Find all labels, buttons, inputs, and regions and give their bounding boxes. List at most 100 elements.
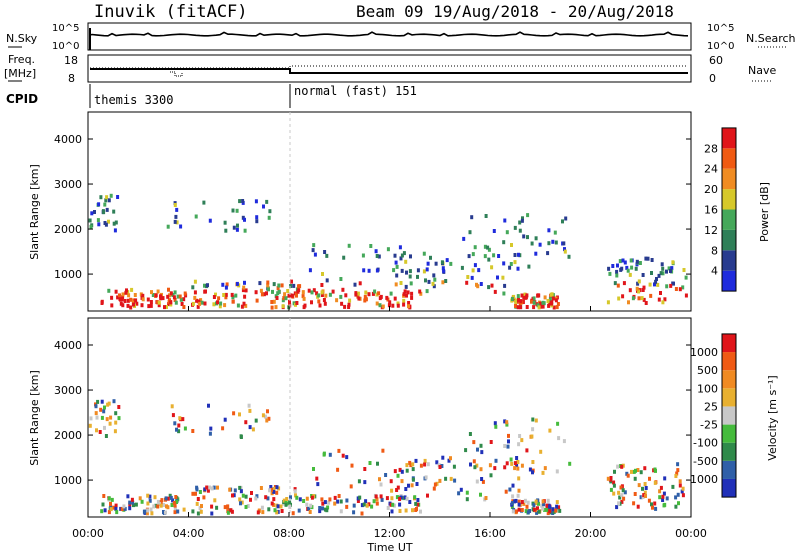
- echo-cell: [402, 302, 406, 307]
- echo-cell: [239, 434, 243, 439]
- colorbar-segment: [722, 148, 736, 169]
- echo-cell: [290, 279, 293, 284]
- echo-cell: [107, 288, 111, 293]
- echo-cell: [400, 469, 404, 474]
- xtick-label: 20:00: [575, 527, 607, 540]
- colorbar-segment: [722, 229, 736, 251]
- echo-cell: [121, 292, 125, 297]
- echo-cell: [659, 271, 663, 276]
- echo-cell: [541, 300, 545, 305]
- echo-cell: [198, 301, 202, 306]
- echo-cell: [486, 245, 490, 250]
- echo-cell: [468, 230, 472, 235]
- echo-cell: [159, 500, 163, 505]
- echo-cell: [432, 273, 436, 278]
- echo-cell: [551, 296, 555, 301]
- echo-cell: [238, 199, 242, 204]
- echo-cell: [505, 422, 509, 427]
- echo-cell: [283, 292, 287, 297]
- echo-cell: [89, 416, 93, 421]
- echo-cell: [480, 450, 484, 455]
- echo-cell: [324, 293, 328, 298]
- echo-cell: [642, 285, 646, 290]
- echo-cell: [411, 508, 414, 513]
- echo-cell: [390, 509, 394, 514]
- echo-cell: [103, 508, 107, 513]
- echo-cell: [408, 500, 412, 504]
- echo-cell: [510, 461, 514, 466]
- echo-cell: [101, 502, 105, 507]
- echo-cell: [531, 427, 535, 432]
- echo-cell: [379, 494, 383, 499]
- echo-cell: [149, 303, 153, 308]
- echo-cell: [394, 282, 398, 287]
- echo-cell: [513, 461, 517, 466]
- echo-cell: [416, 502, 420, 507]
- echo-cell: [363, 480, 367, 485]
- echo-cell: [172, 501, 176, 505]
- echo-cell: [103, 425, 106, 430]
- colorbar-tick-label: 100: [697, 382, 718, 395]
- echo-cell: [140, 499, 144, 504]
- echo-cell: [240, 304, 244, 309]
- echo-cell: [535, 510, 539, 515]
- echo-cell: [546, 251, 550, 256]
- echo-cell: [627, 300, 630, 305]
- colorbar-tick-label: -100: [693, 437, 718, 450]
- echo-cell: [198, 506, 202, 511]
- echo-cell: [617, 296, 621, 301]
- echo-cell: [303, 303, 307, 308]
- echo-cell: [556, 421, 560, 426]
- echo-cell: [682, 268, 686, 272]
- echo-cell: [429, 255, 432, 260]
- echo-cell: [223, 303, 227, 308]
- echo-cell: [128, 506, 132, 511]
- echo-cell: [233, 488, 237, 493]
- echo-cell: [232, 493, 236, 498]
- echo-cell: [170, 503, 174, 507]
- echo-cell: [548, 509, 552, 514]
- echo-cell: [402, 298, 406, 303]
- echo-cell: [166, 496, 170, 501]
- echo-cell: [128, 500, 132, 505]
- echo-cell: [125, 288, 128, 293]
- echo-cell: [166, 294, 170, 299]
- echo-cell: [537, 509, 541, 514]
- freq-dip-trace: [170, 71, 183, 77]
- echo-cell: [199, 298, 203, 303]
- echo-cell: [389, 479, 393, 484]
- echo-cell: [541, 499, 545, 504]
- echo-cell: [503, 283, 507, 288]
- echo-cell: [198, 490, 202, 494]
- echo-cell: [241, 199, 245, 203]
- echo-cell: [554, 298, 558, 303]
- echo-cell: [400, 479, 404, 484]
- nsky-panel: N.Sky 10^5 10^0 10^5 10^0 N.Search: [6, 22, 796, 52]
- echo-cell: [633, 476, 637, 481]
- echo-cell: [657, 273, 661, 278]
- echo-cell: [272, 487, 276, 491]
- echo-cell: [276, 504, 280, 509]
- echo-cell: [509, 262, 513, 266]
- echo-cell: [644, 494, 647, 498]
- echo-cell: [254, 496, 258, 501]
- echo-cell: [405, 270, 408, 275]
- echo-cell: [365, 503, 369, 508]
- echo-cell: [88, 218, 92, 223]
- echo-cell: [191, 429, 195, 433]
- echo-cell: [618, 495, 622, 500]
- echo-cell: [663, 502, 667, 507]
- echo-cell: [494, 458, 498, 463]
- echo-cell: [148, 498, 152, 503]
- echo-cell: [516, 305, 520, 310]
- echo-cell: [254, 199, 258, 204]
- echo-cell: [272, 497, 276, 502]
- echo-cell: [221, 426, 225, 431]
- echo-cell: [289, 495, 292, 500]
- echo-cell: [238, 497, 242, 502]
- echo-cell: [468, 432, 472, 436]
- echo-cell: [363, 467, 367, 471]
- echo-cell: [479, 467, 483, 472]
- echo-cell: [541, 470, 545, 475]
- echo-cell: [650, 258, 654, 262]
